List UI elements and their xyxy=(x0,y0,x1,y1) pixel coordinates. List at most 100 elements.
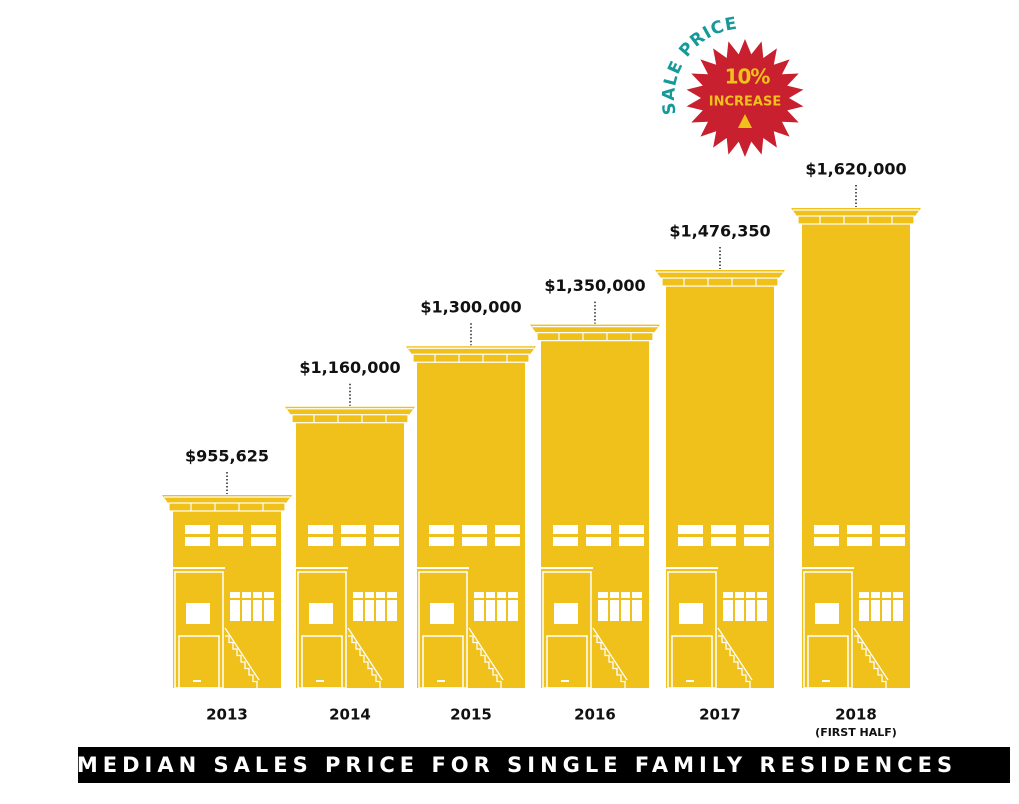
window xyxy=(711,525,736,534)
stair-rail xyxy=(224,627,260,681)
cornice xyxy=(162,495,292,503)
building: $1,300,000 xyxy=(406,298,536,689)
bar xyxy=(666,285,774,688)
door xyxy=(546,635,588,689)
building: $955,625 xyxy=(162,447,292,689)
window xyxy=(586,537,611,546)
bar xyxy=(417,361,525,688)
window xyxy=(218,537,243,546)
building: $1,476,350 xyxy=(655,222,785,689)
window xyxy=(744,525,769,534)
stairs xyxy=(718,635,751,688)
badge-arrow xyxy=(738,114,752,128)
stair-rail xyxy=(592,627,628,681)
stairs xyxy=(469,635,502,688)
window xyxy=(678,537,703,546)
small-window xyxy=(186,603,210,624)
small-window xyxy=(430,603,454,624)
window xyxy=(429,525,454,534)
cornice xyxy=(406,346,536,355)
window xyxy=(185,537,210,546)
door xyxy=(178,635,220,689)
x-tick-label: 2014 xyxy=(329,706,371,724)
stairs xyxy=(593,635,626,688)
stair-rail xyxy=(347,627,383,681)
door xyxy=(807,635,849,689)
window xyxy=(880,525,905,534)
stairs xyxy=(348,635,381,688)
window xyxy=(374,537,399,546)
badge-value: 10% xyxy=(725,65,771,89)
window xyxy=(251,525,276,534)
cornice xyxy=(530,324,660,333)
window xyxy=(814,525,839,534)
value-label: $1,620,000 xyxy=(805,160,906,179)
window xyxy=(586,525,611,534)
window xyxy=(341,525,366,534)
cornice xyxy=(285,406,415,415)
title-bar xyxy=(78,747,1010,783)
window xyxy=(495,525,520,534)
building: $1,620,000 xyxy=(791,160,921,689)
window xyxy=(744,537,769,546)
cornice-band xyxy=(291,414,409,424)
stair-rail xyxy=(468,627,504,681)
stairs xyxy=(225,635,258,688)
door xyxy=(671,635,713,689)
cornice-band xyxy=(412,353,530,363)
cornice xyxy=(655,270,785,279)
small-window xyxy=(815,603,839,624)
value-label: $1,300,000 xyxy=(420,298,521,317)
value-label: $1,350,000 xyxy=(544,276,645,295)
window xyxy=(185,525,210,534)
badge-text: INCREASE xyxy=(709,95,781,110)
cornice-band xyxy=(168,502,286,512)
cornice-band xyxy=(797,215,915,225)
window xyxy=(619,525,644,534)
window xyxy=(462,537,487,546)
x-tick-label: 2018 xyxy=(835,706,877,724)
value-label: $955,625 xyxy=(185,447,269,466)
small-window xyxy=(679,603,703,624)
window xyxy=(308,525,333,534)
stair-rail xyxy=(853,627,889,681)
window xyxy=(495,537,520,546)
window xyxy=(619,537,644,546)
window xyxy=(847,537,872,546)
window xyxy=(847,525,872,534)
x-tick-sublabel: (FIRST HALF) xyxy=(815,726,897,739)
x-tick-label: 2013 xyxy=(206,706,248,724)
building: $1,350,000 xyxy=(530,276,660,689)
value-label: $1,160,000 xyxy=(299,358,400,377)
window xyxy=(678,525,703,534)
window xyxy=(429,537,454,546)
starburst xyxy=(686,39,804,157)
window xyxy=(553,525,578,534)
door xyxy=(422,635,464,689)
chart-title: MEDIAN SALES PRICE FOR SINGLE FAMILY RES… xyxy=(77,753,957,777)
window xyxy=(218,525,243,534)
window xyxy=(308,537,333,546)
small-window xyxy=(309,603,333,624)
cornice-band xyxy=(661,277,779,287)
cornice xyxy=(791,208,921,216)
window xyxy=(251,537,276,546)
building: $1,160,000 xyxy=(285,358,415,689)
window xyxy=(814,537,839,546)
x-tick-label: 2017 xyxy=(699,706,741,724)
small-window xyxy=(554,603,578,624)
value-label: $1,476,350 xyxy=(669,222,770,241)
stairs xyxy=(854,635,887,688)
x-tick-label: 2016 xyxy=(574,706,616,724)
window xyxy=(341,537,366,546)
window xyxy=(374,525,399,534)
window xyxy=(880,537,905,546)
bar xyxy=(296,421,404,688)
stair-rail xyxy=(717,627,753,681)
window xyxy=(462,525,487,534)
x-tick-label: 2015 xyxy=(450,706,492,724)
cornice-band xyxy=(536,332,654,342)
window xyxy=(553,537,578,546)
